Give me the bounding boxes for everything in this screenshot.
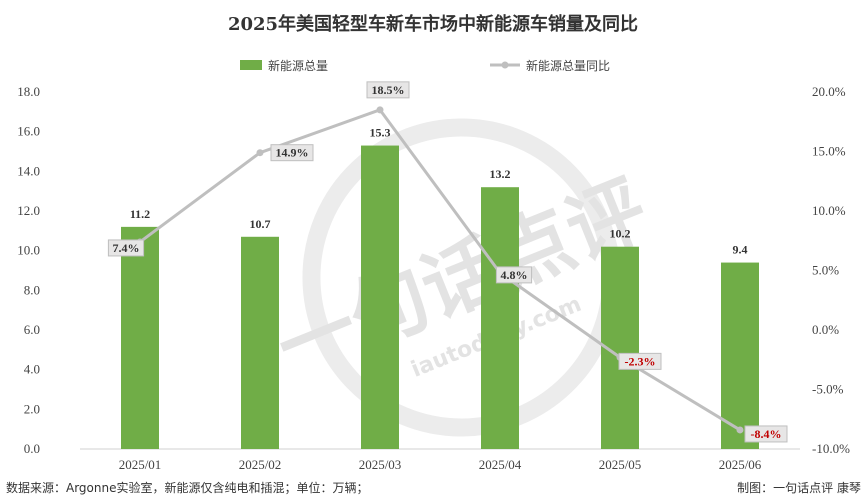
footer-source: 数据来源：Argonne实验室，新能源仅含纯电和插混；单位：万辆；	[6, 480, 369, 495]
legend: 新能源总量 新能源总量同比	[240, 58, 610, 73]
legend-line-marker	[501, 61, 509, 69]
line-point	[376, 106, 384, 114]
y-left-tick-label: 10.0	[17, 243, 40, 258]
legend-line-label: 新能源总量同比	[526, 58, 610, 73]
y-left-tick-label: 18.0	[17, 84, 40, 99]
footer-credit: 制图：一句话点评 康琴	[737, 480, 861, 495]
y-left-tick-label: 8.0	[24, 282, 40, 297]
y-left-tick-label: 12.0	[17, 203, 40, 218]
x-tick-label: 2025/05	[599, 457, 642, 472]
y-right-tick-label: -5.0%	[812, 382, 844, 397]
bar	[361, 145, 399, 450]
line-data-label: 18.5%	[372, 83, 405, 97]
bar	[241, 236, 279, 449]
chart-title: 2025年美国轻型车新车市场中新能源车销量及同比	[228, 13, 638, 35]
y-left-tick-label: 2.0	[24, 401, 40, 416]
legend-bar-label: 新能源总量	[268, 58, 328, 73]
y-right-tick-label: 10.0%	[812, 203, 846, 218]
x-tick-label: 2025/04	[479, 457, 522, 472]
line-data-label-box	[495, 266, 533, 284]
y-left-tick-label: 6.0	[24, 322, 40, 337]
line-data-label: 4.8%	[501, 268, 528, 282]
y-right-tick-label: 20.0%	[812, 84, 846, 99]
y-left-tick-label: 4.0	[24, 362, 40, 377]
y-right-axis: -10.0% -5.0% 0.0% 5.0% 10.0% 15.0% 20.0%	[812, 84, 850, 456]
line-data-label-box	[744, 425, 788, 443]
bar	[721, 262, 759, 449]
bar-data-label: 13.2	[490, 167, 511, 181]
bar-data-label: 9.4	[733, 243, 748, 257]
line-point	[256, 149, 264, 157]
line-data-label: 14.9%	[276, 146, 309, 160]
line-data-label-box	[366, 81, 410, 99]
line-data-label-box	[107, 239, 145, 257]
y-left-tick-label: 14.0	[17, 163, 40, 178]
y-right-tick-label: -10.0%	[812, 441, 850, 456]
bar-data-label: 11.2	[130, 207, 150, 221]
line-data-label: -8.4%	[751, 427, 782, 441]
legend-bar-swatch	[240, 60, 262, 70]
line-series: 7.4% 14.9% 18.5% 4.8% -2.3% -8.4%	[107, 81, 788, 443]
bar-data-label: 10.7	[250, 217, 271, 231]
x-tick-label: 2025/06	[719, 457, 762, 472]
y-right-tick-label: 0.0%	[812, 322, 839, 337]
bar	[481, 187, 519, 449]
y-left-tick-label: 0.0	[24, 441, 40, 456]
line-point	[736, 426, 744, 434]
y-left-axis: 0.0 2.0 4.0 6.0 8.0 10.0 12.0 14.0 16.0 18.0	[17, 84, 40, 456]
y-right-tick-label: 5.0%	[812, 263, 839, 278]
bar-data-label: 10.2	[610, 227, 631, 241]
y-right-tick-label: 15.0%	[812, 144, 846, 159]
line-data-label: -2.3%	[625, 354, 656, 368]
line-data-label: 7.4%	[113, 241, 140, 255]
x-tick-label: 2025/02	[239, 457, 282, 472]
bar-data-label: 15.3	[370, 126, 391, 140]
x-tick-label: 2025/01	[119, 457, 162, 472]
y-left-tick-label: 16.0	[17, 124, 40, 139]
line-data-label-box	[270, 144, 314, 162]
bar-series: 11.2 10.7 15.3 13.2 10.2 9.4	[121, 126, 759, 450]
line-data-label-box	[618, 352, 662, 370]
bar	[121, 226, 159, 449]
x-axis: 2025/01 2025/02 2025/03 2025/04 2025/05 2025/…	[119, 457, 762, 472]
x-tick-label: 2025/03	[359, 457, 402, 472]
